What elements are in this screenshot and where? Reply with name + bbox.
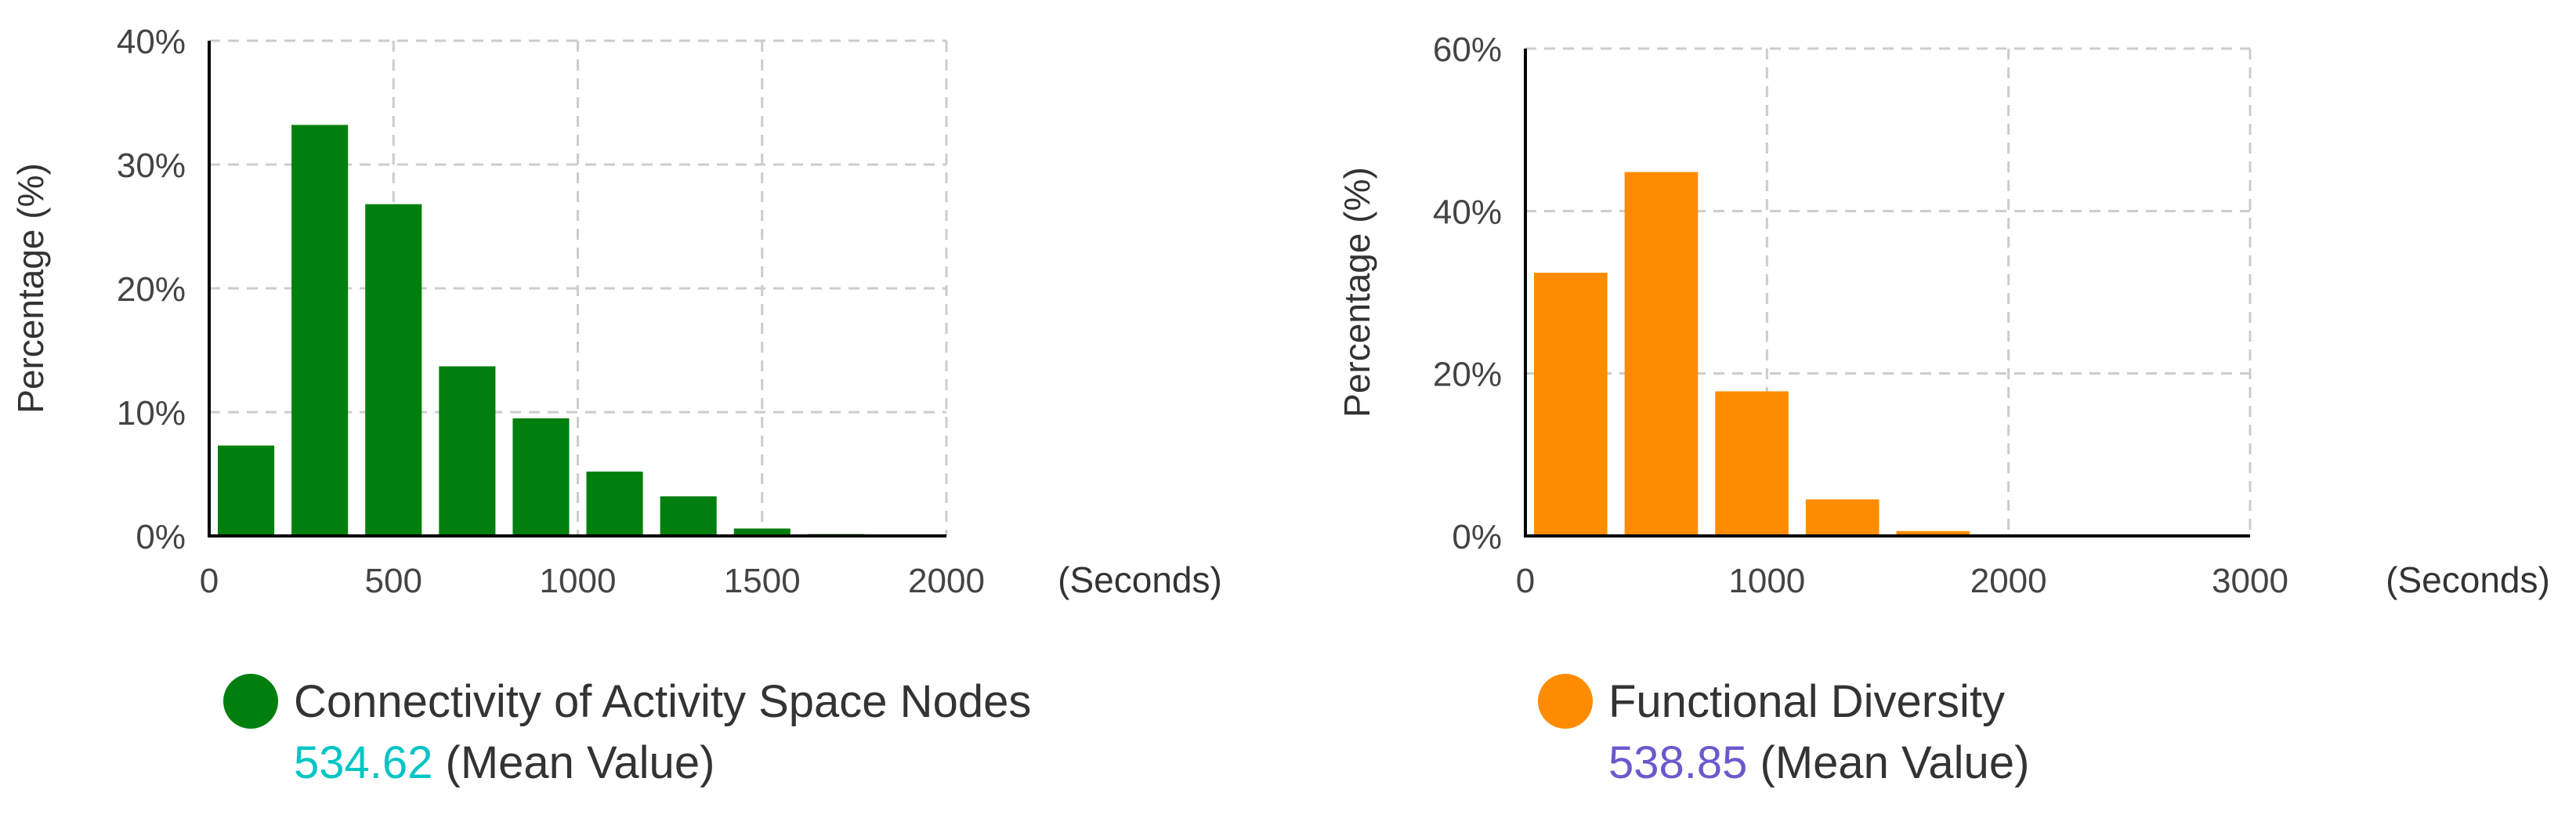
x-axis-label: (Seconds) bbox=[1058, 559, 1222, 600]
x-axis-label: (Seconds) bbox=[2386, 559, 2550, 600]
mean-value-row-functional-diversity: 538.85 (Mean Value) bbox=[1538, 737, 2029, 789]
x-tick-label: 3000 bbox=[2212, 562, 2288, 600]
bar bbox=[586, 471, 643, 536]
legend-left: Connectivity of Activity Space Nodes 534… bbox=[223, 674, 1031, 789]
legend-label-connectivity: Connectivity of Activity Space Nodes bbox=[294, 675, 1032, 727]
x-tick-label: 0 bbox=[1516, 562, 1535, 600]
bar bbox=[1896, 530, 1970, 536]
x-tick-label: 0 bbox=[200, 562, 219, 600]
bar bbox=[1534, 273, 1608, 536]
chart-panel-0: 0% 10% 20% 30% 40% 0 500 1000 1500 2000 (Seconds) P… bbox=[10, 23, 1222, 600]
legend-entry-connectivity: Connectivity of Activity Space Nodes bbox=[223, 674, 1031, 729]
bar bbox=[660, 496, 717, 536]
x-tick-label: 2000 bbox=[908, 562, 985, 600]
bar bbox=[218, 445, 275, 536]
y-axis-label: Percentage (%) bbox=[10, 163, 51, 414]
y-tick-label: 30% bbox=[117, 147, 186, 185]
mean-suffix-functional-diversity: (Mean Value) bbox=[1747, 737, 2030, 788]
bar bbox=[733, 528, 791, 536]
y-axis-label: Percentage (%) bbox=[1337, 167, 1377, 418]
y-tick-label: 40% bbox=[1433, 193, 1502, 231]
bar bbox=[1805, 499, 1880, 536]
legend-dot-orange-icon bbox=[1538, 674, 1593, 729]
bar bbox=[1715, 391, 1789, 536]
bar bbox=[365, 204, 422, 536]
x-tick-label: 1500 bbox=[724, 562, 801, 600]
y-tick-label: 0% bbox=[1452, 518, 1502, 556]
chart-panel-1: 0% 20% 40% 60% 0 1000 2000 3000 (Seconds) Percent… bbox=[1337, 31, 2550, 600]
bar bbox=[512, 418, 570, 536]
mean-value-functional-diversity: 538.85 bbox=[1608, 737, 1748, 788]
mean-value-row-connectivity: 534.62 (Mean Value) bbox=[223, 737, 1031, 789]
legend-label-functional-diversity: Functional Diversity bbox=[1608, 675, 2006, 727]
y-tick-label: 20% bbox=[1433, 356, 1502, 394]
y-tick-label: 0% bbox=[136, 518, 186, 556]
bar bbox=[1624, 172, 1699, 536]
bar bbox=[291, 125, 349, 536]
mean-suffix-connectivity: (Mean Value) bbox=[432, 737, 715, 788]
x-tick-label: 1000 bbox=[1728, 562, 1805, 600]
legend-right: Functional Diversity 538.85 (Mean Value) bbox=[1538, 674, 2029, 789]
legend-entry-functional-diversity: Functional Diversity bbox=[1538, 674, 2029, 729]
y-tick-label: 40% bbox=[117, 23, 186, 61]
legend-dot-green-icon bbox=[223, 674, 278, 729]
mean-value-connectivity: 534.62 bbox=[294, 737, 433, 788]
y-tick-label: 10% bbox=[117, 394, 186, 433]
x-tick-label: 1000 bbox=[540, 562, 617, 600]
y-tick-label: 60% bbox=[1433, 31, 1502, 69]
x-tick-label: 2000 bbox=[1970, 562, 2047, 600]
y-tick-label: 20% bbox=[117, 270, 186, 309]
x-tick-label: 500 bbox=[365, 562, 422, 600]
bar bbox=[439, 366, 496, 536]
